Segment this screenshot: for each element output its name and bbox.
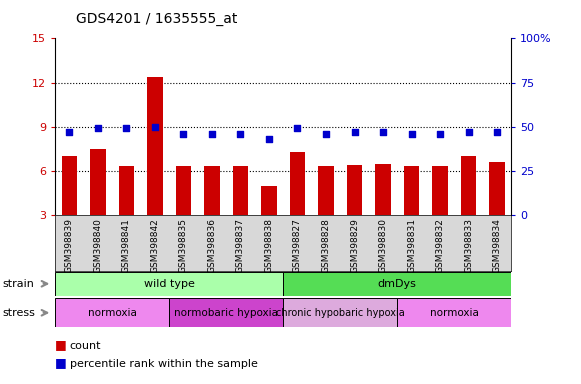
Point <box>407 131 416 137</box>
Text: GSM398831: GSM398831 <box>407 218 416 273</box>
Bar <box>55 298 169 327</box>
Text: GSM398829: GSM398829 <box>350 218 359 273</box>
Bar <box>375 164 391 215</box>
Point <box>207 131 217 137</box>
Text: GSM398838: GSM398838 <box>264 218 274 273</box>
Bar <box>404 167 419 215</box>
Bar <box>147 77 163 215</box>
Text: GSM398837: GSM398837 <box>236 218 245 273</box>
Text: chronic hypobaric hypoxia: chronic hypobaric hypoxia <box>276 308 404 318</box>
Text: ■: ■ <box>55 338 67 351</box>
Point <box>435 131 444 137</box>
Text: normobaric hypoxia: normobaric hypoxia <box>174 308 278 318</box>
Text: normoxia: normoxia <box>88 308 137 318</box>
Point <box>321 131 331 137</box>
Text: count: count <box>70 341 101 351</box>
Bar <box>318 167 334 215</box>
Text: GSM398835: GSM398835 <box>179 218 188 273</box>
Bar <box>397 298 511 327</box>
Text: GDS4201 / 1635555_at: GDS4201 / 1635555_at <box>76 12 237 25</box>
Bar <box>204 167 220 215</box>
Bar <box>290 152 306 215</box>
Text: stress: stress <box>3 308 36 318</box>
Bar <box>489 162 505 215</box>
Point <box>378 129 388 135</box>
Bar <box>90 149 106 215</box>
Point <box>65 129 74 135</box>
Text: GSM398833: GSM398833 <box>464 218 473 273</box>
Point <box>122 126 131 132</box>
Point <box>293 126 302 132</box>
Text: GSM398841: GSM398841 <box>122 218 131 273</box>
Bar <box>119 167 134 215</box>
Text: GSM398834: GSM398834 <box>493 218 501 273</box>
Bar <box>175 167 191 215</box>
Point <box>94 126 103 132</box>
Text: GSM398832: GSM398832 <box>436 218 444 273</box>
Text: percentile rank within the sample: percentile rank within the sample <box>70 359 257 369</box>
Text: GSM398827: GSM398827 <box>293 218 302 273</box>
Bar <box>62 156 77 215</box>
Text: ■: ■ <box>55 356 67 369</box>
Point <box>264 136 274 142</box>
Bar <box>284 298 397 327</box>
Text: wild type: wild type <box>144 279 195 289</box>
Point <box>150 124 160 130</box>
Text: GSM398842: GSM398842 <box>150 218 159 273</box>
Bar <box>261 185 277 215</box>
Bar <box>347 165 363 215</box>
Bar <box>169 298 284 327</box>
Bar <box>461 156 476 215</box>
Point <box>236 131 245 137</box>
Point <box>350 129 359 135</box>
Text: GSM398830: GSM398830 <box>378 218 388 273</box>
Point <box>179 131 188 137</box>
Point <box>492 129 501 135</box>
Text: GSM398836: GSM398836 <box>207 218 217 273</box>
Text: GSM398839: GSM398839 <box>65 218 74 273</box>
Bar <box>232 167 248 215</box>
Bar <box>55 272 284 296</box>
Text: GSM398828: GSM398828 <box>321 218 331 273</box>
Point <box>464 129 473 135</box>
Bar <box>284 272 511 296</box>
Bar <box>432 167 448 215</box>
Text: GSM398840: GSM398840 <box>94 218 102 273</box>
Text: strain: strain <box>3 279 35 289</box>
Text: dmDys: dmDys <box>378 279 417 289</box>
Text: normoxia: normoxia <box>430 308 479 318</box>
